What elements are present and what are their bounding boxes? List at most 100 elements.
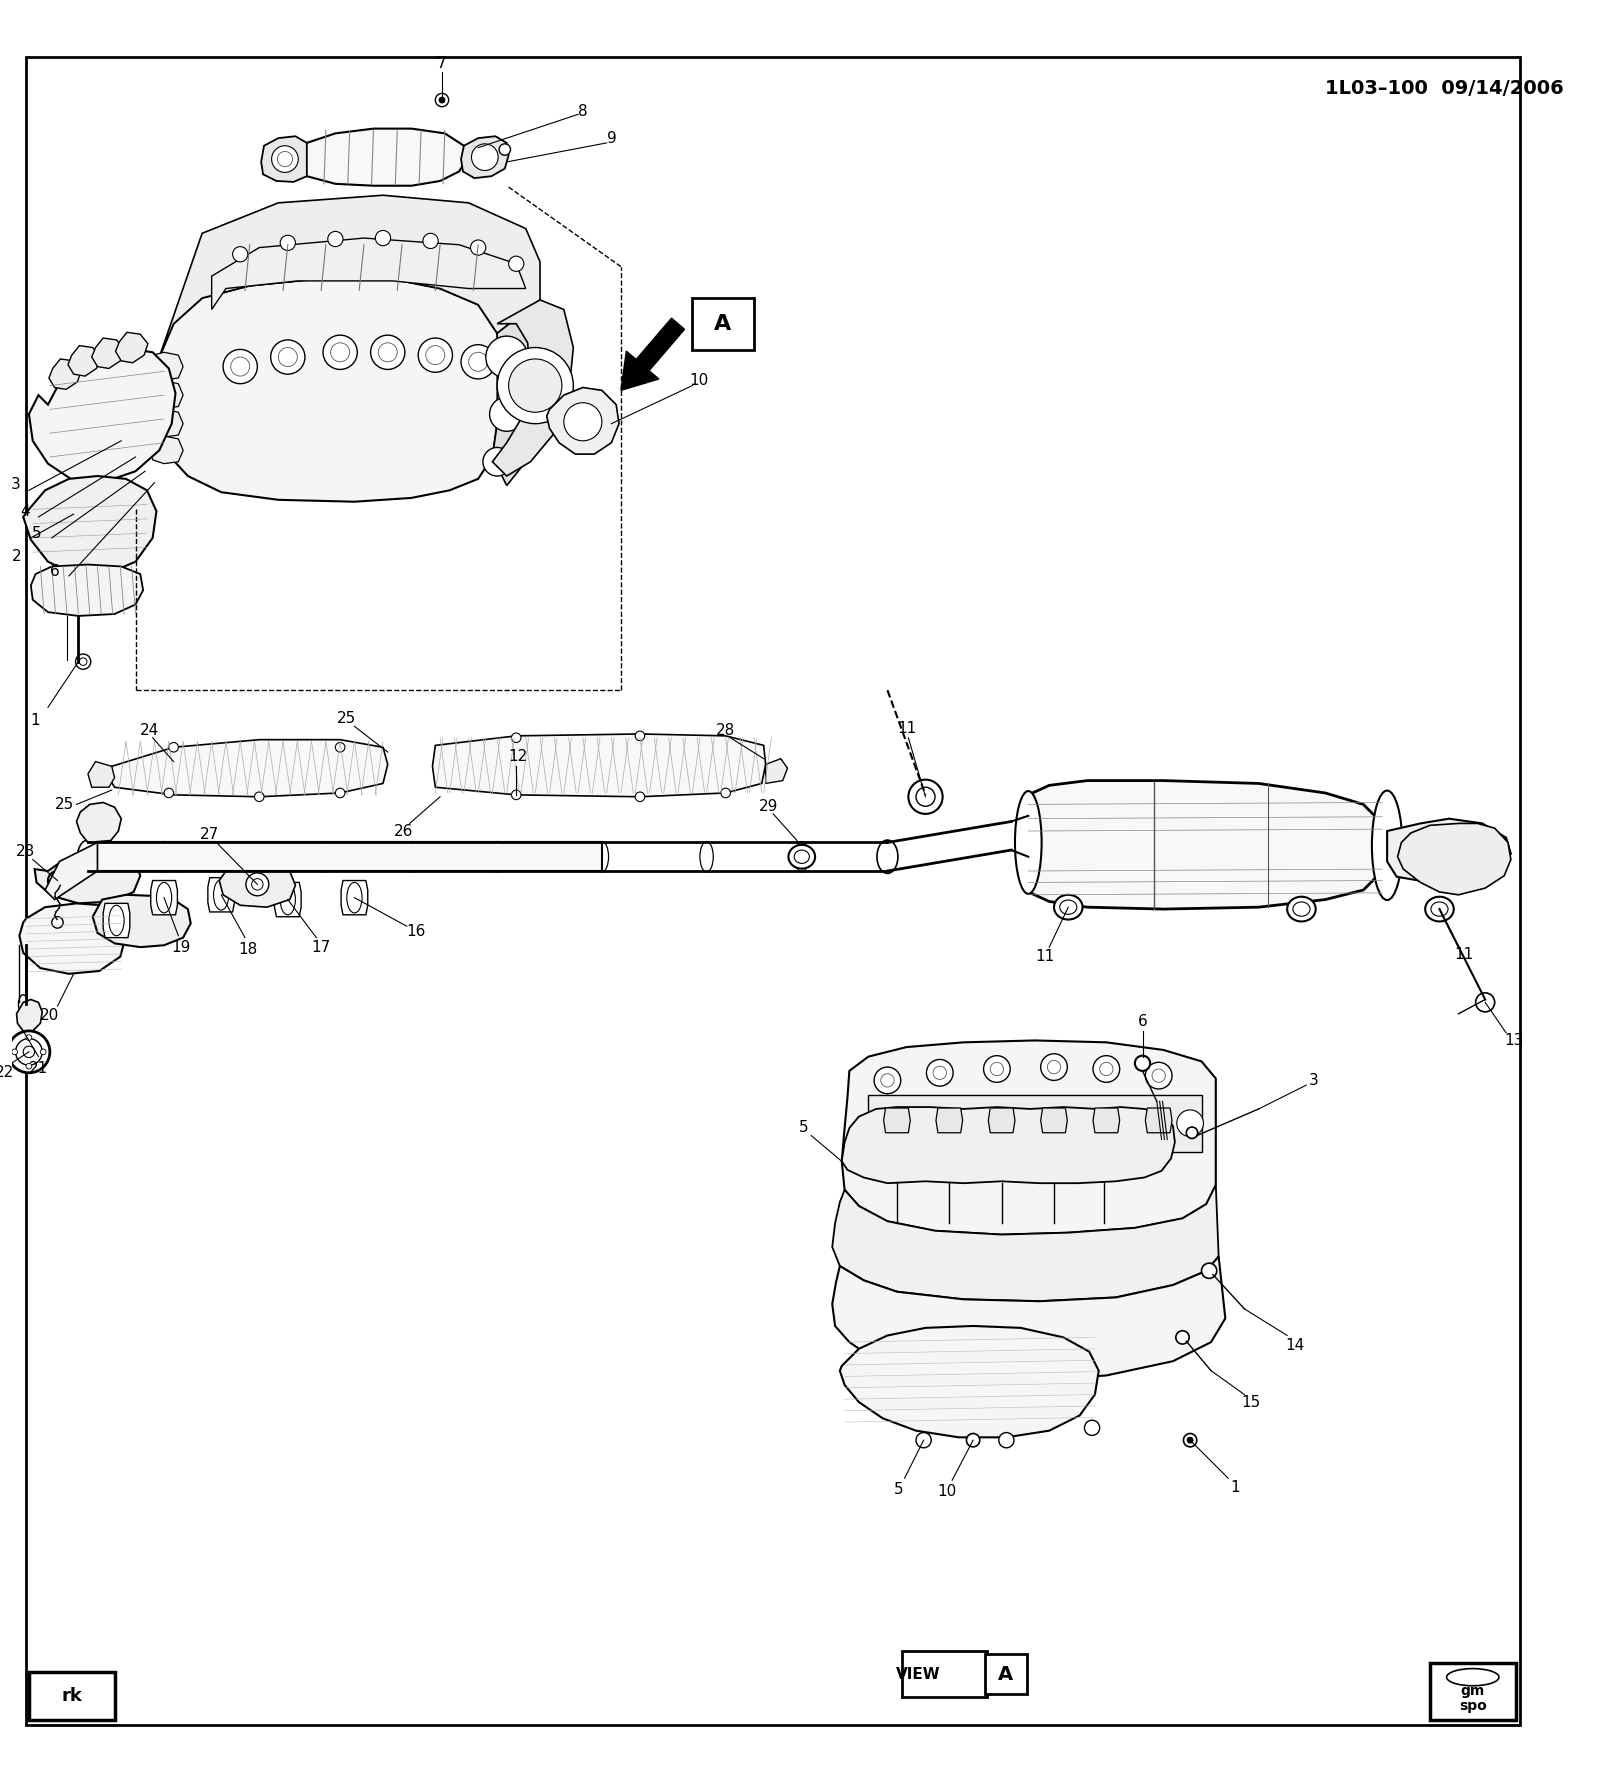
- Ellipse shape: [234, 841, 246, 871]
- Circle shape: [170, 743, 178, 752]
- Circle shape: [323, 335, 357, 369]
- Text: 13: 13: [1504, 1034, 1523, 1048]
- Circle shape: [75, 654, 91, 670]
- Polygon shape: [150, 880, 178, 914]
- Polygon shape: [102, 903, 130, 937]
- Ellipse shape: [1371, 791, 1402, 900]
- Circle shape: [438, 98, 445, 103]
- Circle shape: [1104, 1110, 1131, 1137]
- Circle shape: [888, 1110, 914, 1137]
- Ellipse shape: [157, 850, 171, 864]
- Circle shape: [24, 1046, 35, 1057]
- Ellipse shape: [280, 884, 296, 914]
- Circle shape: [499, 144, 510, 155]
- Polygon shape: [883, 1108, 910, 1133]
- Circle shape: [336, 743, 346, 752]
- Polygon shape: [493, 299, 541, 485]
- Circle shape: [230, 356, 250, 376]
- Circle shape: [232, 246, 248, 262]
- Circle shape: [272, 146, 298, 173]
- Text: 1L03–100  09/14/2006: 1L03–100 09/14/2006: [1325, 78, 1565, 98]
- Circle shape: [469, 353, 488, 371]
- Text: VIEW: VIEW: [896, 1666, 941, 1682]
- Circle shape: [16, 1039, 42, 1066]
- Circle shape: [1141, 1110, 1168, 1137]
- Circle shape: [51, 916, 62, 928]
- Circle shape: [278, 347, 298, 367]
- Polygon shape: [150, 437, 182, 463]
- Text: 5: 5: [32, 526, 42, 540]
- Circle shape: [26, 1064, 32, 1069]
- Text: 18: 18: [238, 941, 258, 957]
- Ellipse shape: [1293, 902, 1310, 916]
- Circle shape: [490, 397, 523, 431]
- Circle shape: [254, 791, 264, 802]
- Text: 11: 11: [898, 720, 917, 736]
- Text: 1: 1: [30, 713, 40, 729]
- Ellipse shape: [1430, 902, 1448, 916]
- Circle shape: [378, 342, 397, 362]
- Circle shape: [874, 1067, 901, 1094]
- Polygon shape: [840, 1326, 1099, 1438]
- Text: 5: 5: [798, 1121, 808, 1135]
- Ellipse shape: [157, 841, 171, 871]
- Text: rk: rk: [61, 1688, 82, 1705]
- Circle shape: [328, 232, 342, 246]
- Text: 16: 16: [406, 925, 426, 939]
- Circle shape: [635, 791, 645, 802]
- Circle shape: [48, 871, 67, 889]
- Circle shape: [435, 93, 448, 107]
- Polygon shape: [93, 895, 190, 948]
- FancyArrow shape: [621, 319, 685, 390]
- Text: 9: 9: [606, 130, 616, 146]
- Polygon shape: [50, 358, 82, 390]
- Text: 23: 23: [16, 845, 35, 859]
- Polygon shape: [293, 128, 467, 185]
- Polygon shape: [155, 280, 502, 503]
- Circle shape: [26, 1035, 32, 1041]
- Ellipse shape: [405, 841, 418, 871]
- Ellipse shape: [213, 880, 229, 911]
- Circle shape: [336, 788, 346, 798]
- Polygon shape: [24, 476, 157, 574]
- Polygon shape: [77, 802, 122, 843]
- Text: 10: 10: [690, 374, 709, 388]
- Circle shape: [1152, 1069, 1165, 1082]
- Bar: [693, 298, 754, 351]
- Polygon shape: [1146, 1108, 1173, 1133]
- Ellipse shape: [1054, 895, 1083, 920]
- Circle shape: [331, 342, 350, 362]
- Circle shape: [960, 1110, 987, 1137]
- Polygon shape: [261, 135, 307, 182]
- Bar: [29, 1673, 115, 1720]
- Polygon shape: [16, 1000, 42, 1032]
- Polygon shape: [842, 1041, 1216, 1235]
- Text: 11: 11: [1035, 950, 1054, 964]
- Ellipse shape: [789, 845, 814, 868]
- Polygon shape: [219, 864, 296, 907]
- Polygon shape: [211, 239, 526, 310]
- Polygon shape: [160, 196, 541, 356]
- Ellipse shape: [1014, 791, 1042, 895]
- Circle shape: [426, 346, 445, 365]
- Ellipse shape: [877, 839, 898, 873]
- Ellipse shape: [490, 850, 506, 864]
- Circle shape: [995, 1110, 1022, 1137]
- Polygon shape: [461, 135, 509, 178]
- Polygon shape: [67, 346, 101, 376]
- Circle shape: [483, 447, 512, 476]
- Circle shape: [270, 340, 306, 374]
- Polygon shape: [1397, 823, 1510, 895]
- Text: 1: 1: [1230, 1481, 1240, 1495]
- Circle shape: [1475, 993, 1494, 1012]
- Text: 15: 15: [1242, 1395, 1261, 1410]
- Polygon shape: [150, 381, 182, 408]
- Circle shape: [509, 358, 562, 412]
- Circle shape: [251, 879, 262, 889]
- Circle shape: [80, 658, 86, 665]
- Polygon shape: [91, 339, 125, 369]
- Polygon shape: [547, 387, 619, 454]
- Ellipse shape: [1426, 896, 1454, 921]
- Polygon shape: [1093, 1108, 1120, 1133]
- Circle shape: [984, 1055, 1010, 1082]
